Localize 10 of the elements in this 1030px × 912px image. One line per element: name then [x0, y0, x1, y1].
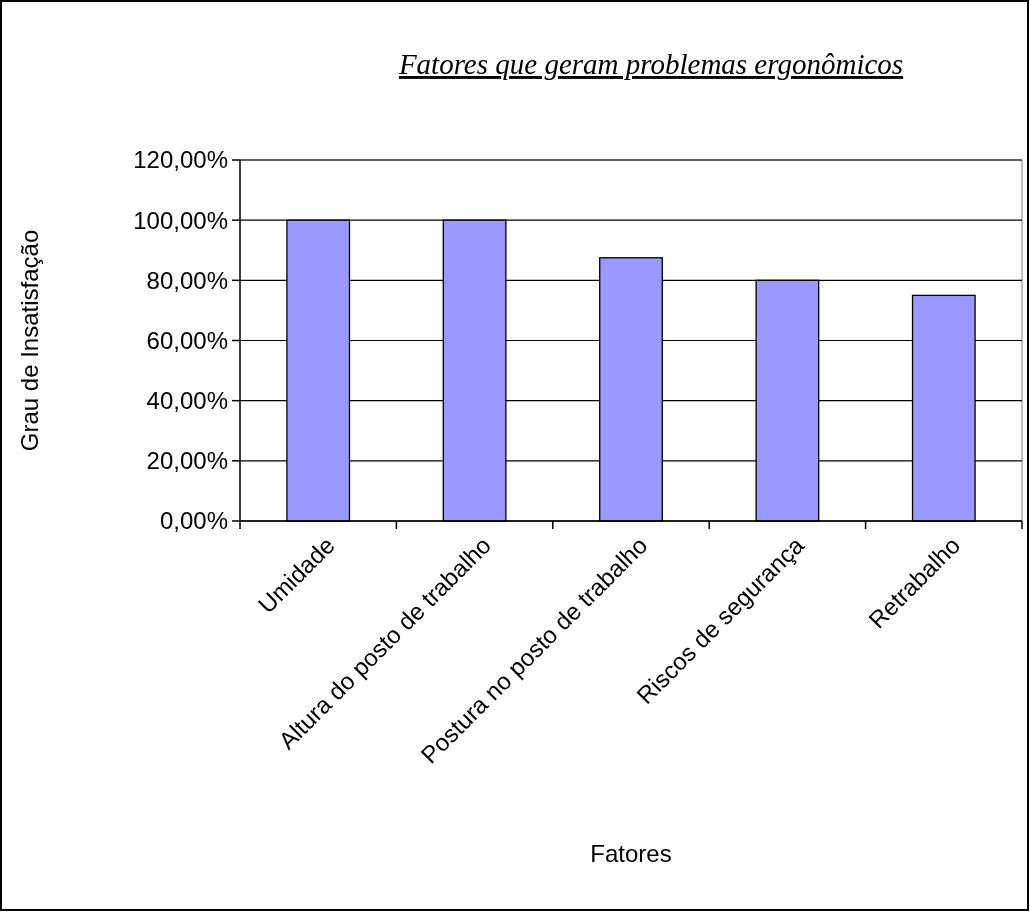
- y-tick-label: 60,00%: [146, 326, 228, 354]
- chart-title: Fatores que geram problemas ergonômicos: [397, 48, 904, 80]
- x-axis-title: Fatores: [590, 840, 672, 867]
- y-tick-label: 80,00%: [146, 266, 228, 294]
- y-tick-label: 100,00%: [133, 206, 228, 234]
- y-tick-label: 40,00%: [146, 387, 228, 415]
- y-axis-title: Grau de Insatisfação: [16, 229, 43, 452]
- y-tick-label: 120,00%: [133, 146, 228, 174]
- y-tick-label: 20,00%: [146, 447, 228, 475]
- y-tick-label: 0,00%: [159, 507, 228, 535]
